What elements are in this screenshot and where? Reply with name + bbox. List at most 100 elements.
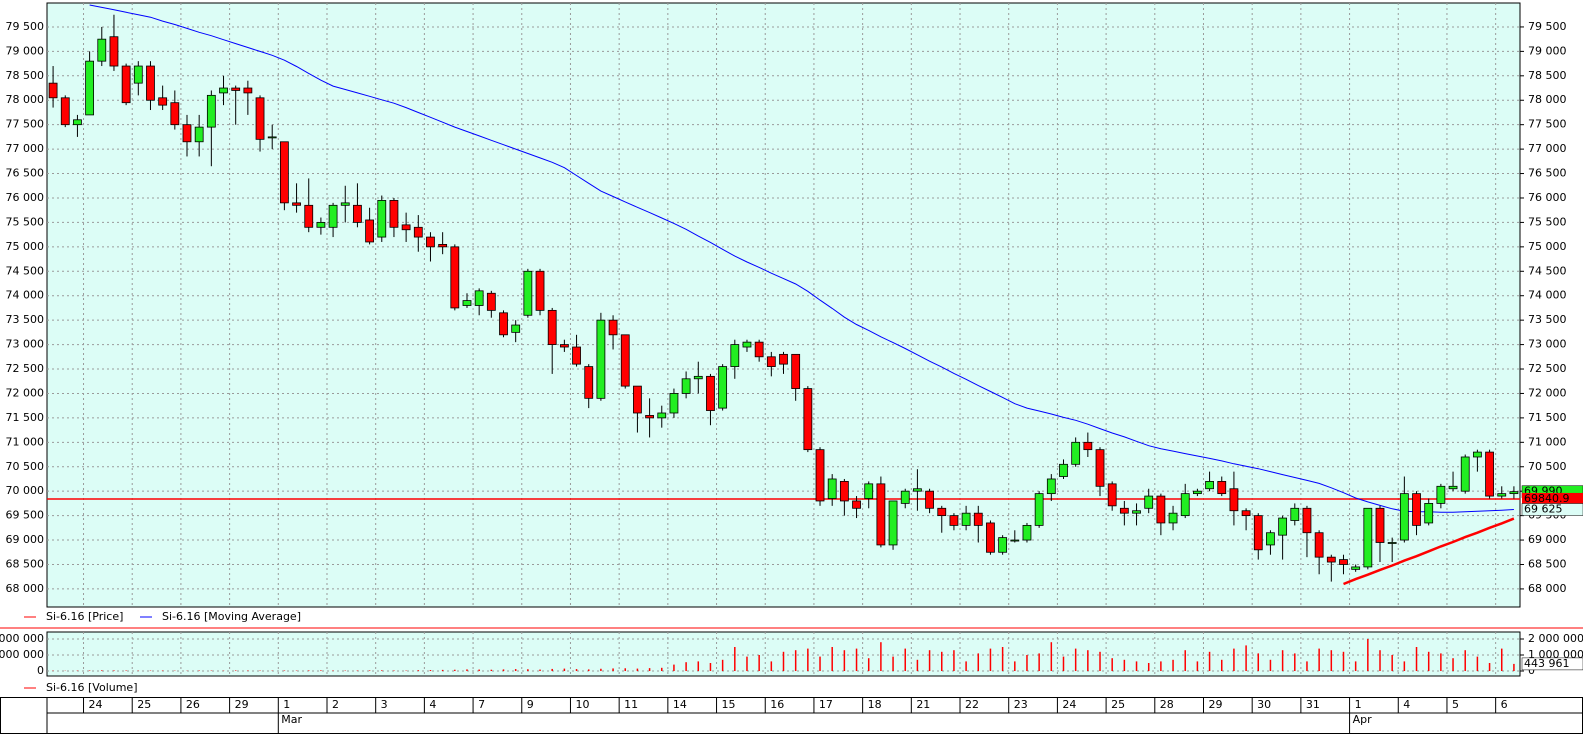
volume-bar	[478, 669, 480, 671]
candle-body	[754, 341, 764, 358]
volume-bar	[1500, 648, 1503, 671]
candle-body	[1132, 510, 1141, 514]
volume-bar	[307, 670, 310, 671]
y-tick-label-right: 68 000	[1528, 582, 1567, 595]
y-tick-label-right: 69 000	[1528, 533, 1567, 546]
candle-body	[852, 500, 861, 509]
volume-bar	[1087, 650, 1089, 671]
candle-body	[986, 522, 995, 553]
candle-body	[1205, 481, 1214, 490]
y-tick-label-right: 70 500	[1528, 460, 1567, 473]
volume-bar	[880, 642, 882, 671]
candle-body	[1156, 495, 1166, 524]
volume-bar	[819, 656, 821, 671]
y-tick-label: 79 000	[6, 44, 45, 57]
candle-body	[255, 97, 265, 140]
volume-bar	[1294, 653, 1296, 671]
y-tick-label-right: 72 000	[1528, 386, 1567, 399]
volume-bar	[892, 656, 894, 671]
y-tick-label: 69 500	[6, 509, 45, 522]
x-tick-label: 21	[916, 698, 930, 711]
y-tick-label-right: 77 500	[1528, 118, 1567, 131]
volume-bar	[234, 670, 237, 671]
candle-body	[1290, 507, 1300, 521]
volume-bar	[466, 669, 468, 671]
volume-bar	[904, 648, 906, 671]
candle-body	[864, 483, 874, 499]
volume-bar	[1427, 651, 1430, 671]
x-tick-label: 24	[1062, 698, 1076, 711]
volume-bar	[1208, 651, 1211, 671]
candle-body	[499, 312, 508, 336]
y-tick-label-right: 76 500	[1528, 167, 1567, 180]
candle-body	[1399, 493, 1409, 541]
candle-body	[888, 500, 898, 546]
volume-bar	[734, 647, 736, 671]
candle-body	[401, 224, 411, 231]
y-tick-label-right: 76 000	[1528, 191, 1567, 204]
volume-bar	[1306, 661, 1308, 671]
moving-average-line	[89, 4, 1514, 513]
x-tick-label: 11	[624, 698, 638, 711]
candle-body	[620, 334, 630, 387]
volume-bar	[1354, 661, 1357, 671]
candle-body	[1107, 483, 1117, 507]
y-tick-label: 68 000	[6, 582, 45, 595]
x-tick-label: 26	[186, 698, 200, 711]
candle-body	[523, 270, 533, 316]
volume-bar	[782, 651, 785, 671]
volume-bar	[101, 670, 103, 671]
candle-body	[900, 490, 910, 504]
trend-line	[1343, 517, 1515, 586]
y-tick-label-right: 71 000	[1528, 435, 1567, 448]
volume-bar	[1160, 661, 1162, 671]
volume-bar	[551, 668, 553, 671]
y-tick-label: 77 500	[6, 118, 45, 131]
y-tick-label-right: 79 500	[1528, 20, 1567, 33]
candle-body	[669, 393, 679, 414]
candle-body	[633, 385, 642, 414]
candle-body	[766, 356, 776, 367]
volume-bar	[1464, 650, 1466, 671]
candle-body	[559, 344, 569, 348]
candle-body	[133, 65, 143, 84]
x-tick-label: 4	[429, 698, 436, 711]
volume-bar	[1111, 658, 1113, 671]
x-tick-label: 28	[1160, 698, 1174, 711]
candle-body	[1278, 517, 1288, 536]
volume-bar	[368, 670, 371, 671]
volume-bar	[1123, 659, 1126, 671]
candle-body	[730, 344, 740, 367]
y-tick-label: 73 000	[6, 338, 45, 351]
volume-bar	[1099, 651, 1101, 671]
candle-body	[1241, 510, 1251, 517]
candle-body	[1460, 456, 1470, 492]
volume-tag: 443 961	[1524, 657, 1570, 670]
candle-body	[158, 97, 168, 106]
candle-body	[1034, 493, 1044, 526]
candle-body	[1144, 495, 1154, 509]
candle-body	[1217, 481, 1227, 495]
price-panel	[46, 2, 1521, 608]
volume-bar	[1220, 659, 1223, 671]
y-tick-label: 75 000	[6, 240, 45, 253]
volume-bar	[989, 648, 992, 671]
volume-bar	[612, 668, 614, 671]
x-tick-label: 5	[1452, 698, 1459, 711]
volume-bar	[575, 669, 578, 671]
volume-bar	[587, 669, 590, 671]
candle-body	[206, 94, 216, 128]
x-tick-label: 22	[965, 698, 979, 711]
volume-bar	[685, 662, 687, 671]
x-tick-label: 9	[527, 698, 534, 711]
x-tick-label: 1	[283, 698, 290, 711]
x-tick-label: 2	[332, 698, 339, 711]
candle-body	[1022, 524, 1032, 541]
candle-body	[486, 292, 496, 311]
y-tick-label-right: 78 500	[1528, 69, 1567, 82]
candle-body	[1010, 539, 1020, 542]
candle-body	[937, 507, 947, 517]
y-tick-label-right: 78 000	[1528, 93, 1567, 106]
